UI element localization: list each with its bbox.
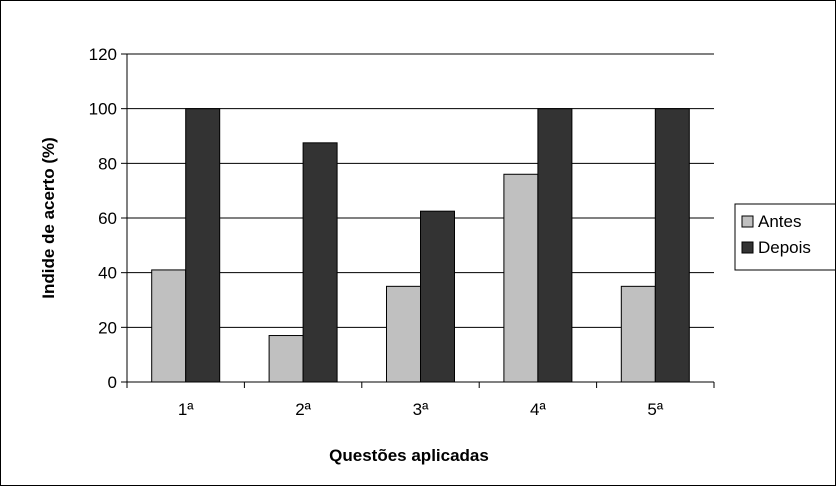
- bar-depois-1: [185, 108, 221, 383]
- y-tick-label: 60: [98, 209, 117, 228]
- y-tick-label: 80: [98, 154, 117, 173]
- y-tick-label: 20: [98, 318, 117, 337]
- bar-antes-5: [620, 285, 656, 383]
- x-tick-label: 3ª: [413, 400, 429, 419]
- legend-swatch: [741, 215, 754, 228]
- y-tick-label: 0: [108, 373, 117, 392]
- bar-depois-4: [537, 108, 573, 383]
- x-tick-label: 2ª: [295, 400, 311, 419]
- legend-label: Depois: [758, 238, 811, 257]
- x-axis-label: Questões aplicadas: [329, 446, 489, 465]
- bar-antes-1: [151, 269, 187, 383]
- bar-depois-3: [420, 210, 455, 383]
- legend-box: [734, 203, 836, 271]
- bar-depois-2: [302, 142, 338, 383]
- y-tick-label: 120: [89, 45, 117, 64]
- x-tick-label: 5ª: [647, 400, 663, 419]
- legend-swatch: [741, 241, 754, 254]
- bar-depois-5: [654, 108, 690, 383]
- y-axis-label: Indide de acerto (%): [39, 137, 58, 299]
- bar-antes-3: [386, 285, 421, 383]
- y-tick-label: 100: [89, 100, 117, 119]
- legend: Antes Depois: [734, 203, 836, 271]
- legend-label: Antes: [758, 212, 801, 231]
- plot-area: 0 20 40 60 80 100 120 1ª 2ª 3ª 4ª 5ª: [89, 45, 715, 419]
- x-tick-label: 4ª: [530, 400, 546, 419]
- y-tick-label: 40: [98, 264, 117, 283]
- bar-antes-2: [268, 335, 304, 383]
- bar-antes-4: [503, 173, 539, 383]
- x-tick-label: 1ª: [178, 400, 194, 419]
